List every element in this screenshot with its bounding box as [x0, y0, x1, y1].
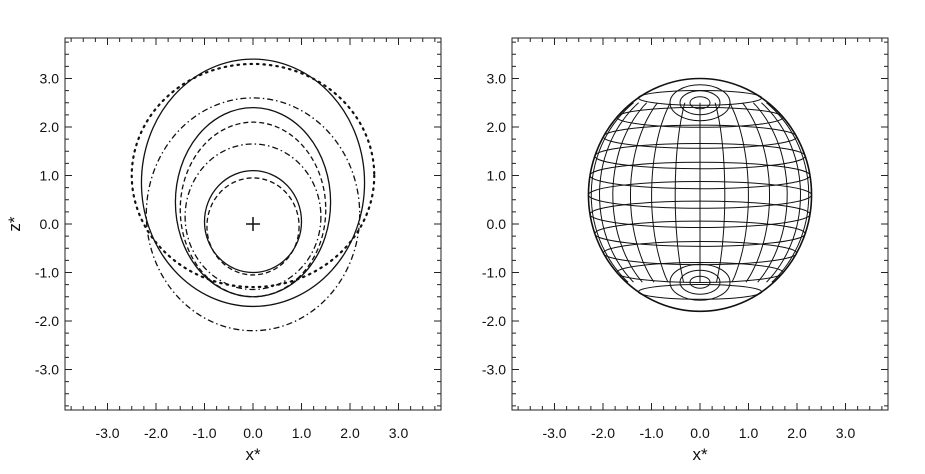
right-x-tick-labels: -3.0 -2.0 -1.0 0.0 1.0 2.0 3.0	[542, 425, 855, 441]
right-axis-ticks	[512, 38, 888, 410]
left-x-axis-label: x*	[245, 445, 261, 464]
outline-solid-6	[203, 169, 303, 274]
x-tick-label: -3.0	[95, 425, 119, 441]
meridian-line	[612, 102, 647, 283]
y-tick-label: 0.0	[40, 216, 60, 232]
y-tick-label: 3.0	[487, 71, 507, 87]
y-tick-label: 3.0	[40, 71, 60, 87]
right-x-axis-label: x*	[692, 445, 708, 464]
y-tick-label: 1.0	[40, 168, 60, 184]
y-tick-label: -1.0	[35, 265, 59, 281]
pole-ring	[679, 90, 721, 116]
meridian-line	[761, 102, 802, 283]
y-tick-label: 2.0	[487, 119, 507, 135]
right-wireframe-sphere	[587, 77, 813, 313]
outline-dashed-4	[179, 121, 327, 298]
meridian-line	[598, 102, 639, 283]
y-tick-label: -2.0	[35, 313, 59, 329]
x-tick-label: 2.0	[787, 425, 807, 441]
left-x-tick-labels: -3.0 -2.0 -1.0 0.0 1.0 2.0 3.0	[95, 425, 408, 441]
parallel-line	[589, 161, 811, 190]
x-tick-label: -1.0	[192, 425, 216, 441]
left-y-axis-label: z*	[5, 216, 24, 232]
parallel-line	[587, 181, 813, 209]
outline-dash-dot-5	[184, 143, 322, 291]
meridian-line	[674, 102, 686, 283]
left-y-tick-labels: 3.0 2.0 1.0 0.0 -1.0 -2.0 -3.0	[35, 71, 59, 378]
outline-dashed-7	[206, 177, 300, 276]
x-tick-label: -2.0	[144, 425, 168, 441]
pole-ring	[689, 96, 711, 110]
outline-solid-0	[140, 58, 366, 308]
outline-dash-dot-2	[145, 97, 361, 332]
meridian-line	[651, 102, 671, 283]
right-y-tick-labels: 3.0 2.0 1.0 0.0 -1.0 -2.0 -3.0	[482, 71, 506, 378]
parallel-line	[589, 200, 811, 228]
y-tick-label: 0.0	[487, 216, 507, 232]
y-tick-label: -2.0	[482, 313, 506, 329]
meridian-line	[742, 102, 770, 283]
y-tick-label: -3.0	[482, 362, 506, 378]
meridian-line	[630, 102, 658, 283]
left-shape-outlines	[130, 58, 376, 332]
pole-ring	[689, 275, 711, 289]
meridian-line	[714, 102, 726, 283]
pole-ring	[669, 263, 731, 301]
left-chart-panel: 3.0 2.0 1.0 0.0 -1.0 -2.0 -3.0 -3.0 -2.0 -1.0 0.0…	[5, 37, 442, 464]
parallel-line	[616, 262, 784, 283]
y-tick-label: 2.0	[40, 119, 60, 135]
pole-ring	[669, 84, 731, 122]
parallel-line	[616, 106, 784, 128]
y-tick-label: -3.0	[35, 362, 59, 378]
meridian-line	[753, 102, 788, 283]
x-tick-label: 1.0	[739, 425, 759, 441]
meridian-line	[590, 102, 634, 283]
parallel-line	[594, 142, 806, 170]
x-tick-label: 3.0	[389, 425, 409, 441]
x-tick-label: 0.0	[243, 425, 263, 441]
y-tick-label: 1.0	[487, 168, 507, 184]
pole-ring	[679, 269, 721, 295]
x-tick-label: 0.0	[690, 425, 710, 441]
outline-dotted-1	[130, 62, 376, 289]
parallel-line	[602, 124, 798, 149]
outline-solid-3	[174, 106, 332, 298]
meridian-line	[766, 102, 810, 283]
left-axis-ticks	[65, 38, 441, 410]
x-tick-label: 1.0	[292, 425, 312, 441]
right-chart-panel: 3.0 2.0 1.0 0.0 -1.0 -2.0 -3.0 -3.0 -2.0 -1.0 0.0…	[482, 37, 889, 464]
parallel-line	[594, 220, 806, 247]
y-tick-label: -1.0	[482, 265, 506, 281]
x-tick-label: -1.0	[639, 425, 663, 441]
parallel-line	[637, 284, 763, 300]
meridian-line	[729, 102, 749, 283]
x-tick-label: 3.0	[836, 425, 856, 441]
x-tick-label: 2.0	[340, 425, 360, 441]
x-tick-label: -2.0	[591, 425, 615, 441]
x-tick-label: -3.0	[542, 425, 566, 441]
